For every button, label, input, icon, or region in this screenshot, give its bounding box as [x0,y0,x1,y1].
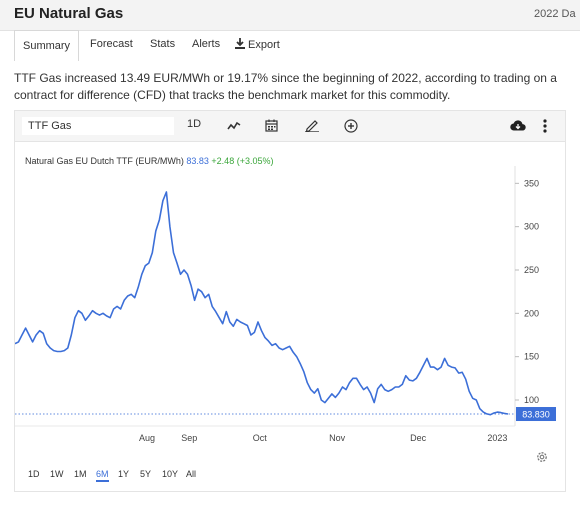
x-tick-label: Aug [139,433,155,443]
range-10y[interactable]: 10Y [162,469,179,479]
chart-panel: 1D Natural Gas EU Dutch [14,110,566,492]
y-tick-label: 150 [524,352,539,362]
x-tick-label: Sep [181,433,197,443]
range-1d[interactable]: 1D [28,469,40,479]
y-tick-label: 350 [524,178,539,188]
add-indicator-icon[interactable] [344,119,358,133]
line-chart-icon[interactable] [227,121,241,131]
range-6m[interactable]: 6M [96,469,109,482]
series-line [15,191,509,416]
header-date: 2022 Da [534,8,576,20]
tab-export-label: Export [248,39,280,51]
page-title: EU Natural Gas [14,5,124,22]
x-tick-label: Nov [329,433,346,443]
y-tick-label: 200 [524,308,539,318]
tab-alerts[interactable]: Alerts [192,38,221,50]
x-tick-label: Oct [253,433,268,443]
price-badge-label: 83.830 [522,410,550,420]
legend-value: 83.83 [186,156,209,166]
price-badge [516,407,556,422]
range-5y[interactable]: 5Y [140,469,152,479]
chart-legend: Natural Gas EU Dutch TTF (EUR/MWh) 83.83… [25,156,273,166]
range-1y[interactable]: 1Y [118,469,130,479]
pencil-icon[interactable] [305,119,319,132]
y-tick-label: 250 [524,265,539,275]
tab-stats[interactable]: Stats [150,38,176,50]
price-chart[interactable]: 100 150 200 250 300 350 Aug Sep Oct Nov Dec 2023 83.… [15,166,565,466]
tab-bar: Summary Forecast Stats Alerts Export [0,30,580,61]
x-tick-label: 2023 [487,433,507,443]
cloud-download-icon[interactable] [510,120,526,131]
x-tick-label: Dec [410,433,427,443]
download-icon [235,38,245,49]
range-all[interactable]: All [186,469,197,479]
legend-change: +2.48 (+3.05%) [211,156,274,166]
tab-export[interactable]: Export [235,38,280,51]
y-tick-label: 100 [524,395,539,405]
header-bar: EU Natural Gas 2022 Da [0,0,580,31]
symbol-input[interactable] [22,117,174,135]
legend-series-name: Natural Gas EU Dutch TTF (EUR/MWh) [25,156,184,166]
y-tick-label: 300 [524,222,539,232]
range-1m[interactable]: 1M [74,469,87,479]
tab-summary[interactable]: Summary [14,30,80,61]
range-1w[interactable]: 1W [50,469,64,479]
description-text: TTF Gas increased 13.49 EUR/MWh or 19.17… [14,71,557,102]
chart-toolbar: 1D [15,111,565,142]
more-options-icon[interactable] [543,119,547,133]
interval-button[interactable]: 1D [187,118,202,130]
chart-settings-icon[interactable] [536,451,548,463]
tab-forecast[interactable]: Forecast [90,38,133,50]
calendar-icon[interactable] [265,119,278,132]
